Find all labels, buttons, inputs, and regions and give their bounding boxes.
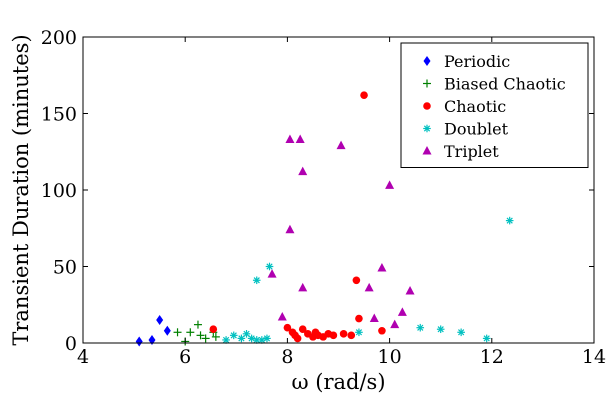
legend-entry: Biased Chaotic bbox=[444, 75, 566, 94]
data-point bbox=[277, 311, 287, 321]
series-biased-chaotic bbox=[173, 320, 220, 346]
data-point bbox=[482, 334, 491, 343]
series-periodic bbox=[135, 315, 171, 347]
legend-entry: Chaotic bbox=[444, 97, 506, 116]
y-tick-label: 100 bbox=[41, 180, 77, 202]
x-tick-label: 4 bbox=[77, 346, 89, 368]
data-point bbox=[369, 313, 379, 323]
legend-marker bbox=[422, 146, 432, 155]
x-tick-label: 12 bbox=[480, 346, 504, 368]
data-point bbox=[193, 320, 202, 329]
data-point bbox=[293, 334, 302, 343]
x-tick-label: 8 bbox=[281, 346, 293, 368]
data-point bbox=[355, 314, 363, 323]
data-point bbox=[457, 328, 465, 337]
data-point bbox=[209, 325, 218, 334]
data-point bbox=[364, 282, 374, 292]
axes: 4 6 8 10 12 14 0 50 100 150 200 bbox=[41, 27, 606, 368]
data-point bbox=[148, 334, 156, 345]
data-point bbox=[416, 323, 425, 332]
data-point bbox=[298, 282, 308, 292]
data-point bbox=[252, 276, 261, 285]
x-tick-label: 14 bbox=[582, 346, 606, 368]
data-point bbox=[352, 276, 361, 285]
data-point bbox=[242, 330, 251, 338]
y-tick-label: 200 bbox=[41, 27, 77, 49]
legend-marker bbox=[423, 56, 431, 66]
data-point bbox=[283, 323, 292, 332]
y-tick-label: 0 bbox=[65, 333, 77, 355]
data-point bbox=[377, 263, 387, 272]
data-point bbox=[390, 319, 400, 329]
data-point bbox=[378, 326, 386, 335]
x-tick-label: 10 bbox=[378, 346, 402, 368]
data-point bbox=[347, 331, 356, 340]
data-point bbox=[298, 166, 308, 176]
data-point bbox=[237, 334, 246, 343]
legend-entry: Periodic bbox=[444, 52, 510, 71]
data-point bbox=[156, 315, 164, 326]
data-point bbox=[355, 328, 363, 337]
x-axis-label: ω (rad/s) bbox=[291, 370, 385, 394]
data-point bbox=[163, 325, 171, 336]
series-triplet bbox=[267, 134, 415, 329]
data-point bbox=[505, 216, 514, 225]
data-point bbox=[186, 328, 195, 337]
legend-entry: Triplet bbox=[444, 142, 499, 161]
data-point bbox=[339, 330, 348, 338]
data-point bbox=[267, 269, 277, 278]
series-doublet bbox=[222, 216, 514, 344]
data-point bbox=[263, 334, 271, 343]
y-axis-label: Transient Duration (minutes) bbox=[9, 34, 33, 345]
data-point bbox=[298, 325, 307, 334]
legend-marker bbox=[423, 124, 431, 133]
plot-area bbox=[135, 91, 514, 347]
x-tick-label: 6 bbox=[179, 346, 191, 368]
data-point bbox=[405, 285, 415, 295]
legend-entry: Doublet bbox=[444, 120, 509, 139]
data-point bbox=[135, 336, 143, 347]
data-point bbox=[329, 331, 338, 340]
data-point bbox=[360, 91, 368, 99]
y-tick-label: 150 bbox=[41, 104, 77, 126]
series-chaotic bbox=[209, 91, 386, 343]
data-point bbox=[265, 262, 274, 271]
data-point bbox=[247, 334, 256, 343]
legend-marker bbox=[423, 79, 431, 88]
data-point bbox=[436, 325, 445, 334]
data-point bbox=[385, 180, 395, 189]
data-point bbox=[397, 307, 407, 316]
legend-marker bbox=[423, 102, 431, 110]
data-point bbox=[285, 134, 295, 144]
data-point bbox=[336, 140, 346, 150]
data-point bbox=[222, 336, 230, 344]
legend: Periodic Biased Chaotic Chaotic Doublet Trip… bbox=[400, 42, 589, 168]
y-tick-label: 50 bbox=[53, 257, 77, 279]
data-point bbox=[196, 331, 205, 340]
data-point bbox=[201, 334, 210, 343]
data-point bbox=[285, 224, 295, 234]
legend-box bbox=[400, 42, 589, 168]
data-point bbox=[211, 332, 220, 341]
data-point bbox=[229, 331, 238, 340]
data-point bbox=[173, 328, 182, 337]
data-point bbox=[295, 134, 305, 144]
